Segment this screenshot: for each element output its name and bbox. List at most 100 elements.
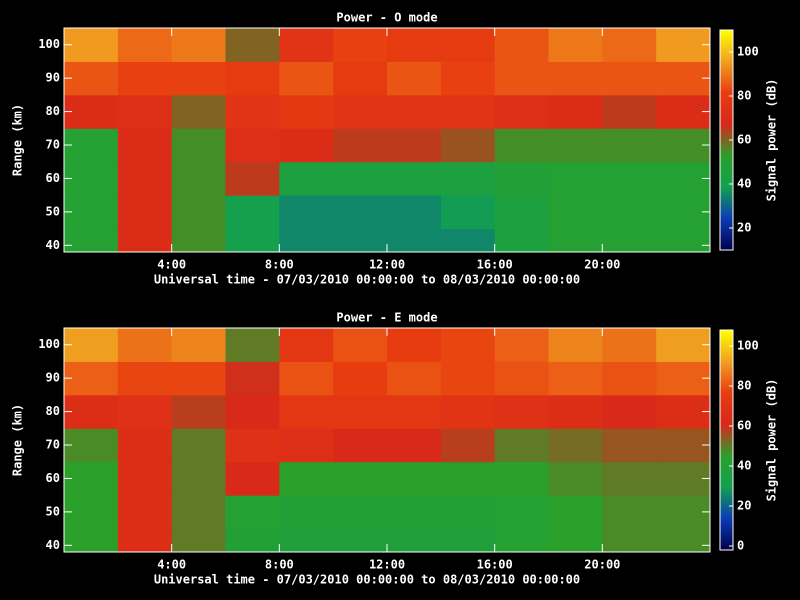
heatmap-cell	[333, 195, 388, 230]
heatmap-cell	[548, 28, 603, 62]
heatmap-cell	[333, 428, 388, 463]
heatmap-cell	[440, 461, 496, 496]
heatmap-cell	[333, 161, 388, 196]
heatmap-cell	[279, 228, 334, 253]
heatmap-cell	[171, 361, 226, 396]
heatmap-cell	[333, 528, 388, 553]
heatmap-cell	[602, 328, 657, 362]
heatmap-cell	[494, 428, 549, 463]
heatmap-cell	[333, 328, 388, 362]
heatmap-cell	[279, 28, 334, 62]
heatmap-cell	[64, 161, 119, 196]
x-tick-label: 12:00	[369, 558, 405, 572]
y-tick-label: 80	[46, 104, 60, 118]
heatmap-cell	[117, 495, 173, 530]
heatmap-cell	[333, 394, 388, 429]
heatmap-cell	[171, 28, 226, 62]
heatmap-cell	[387, 28, 442, 62]
heatmap-cell	[279, 528, 334, 553]
heatmap-cell	[117, 428, 173, 463]
heatmap-cell	[440, 328, 496, 362]
heatmap-cell	[494, 495, 549, 530]
heatmap-cell	[602, 61, 657, 96]
heatmap-cell	[279, 161, 334, 196]
heatmap-cell	[440, 94, 496, 129]
heatmap-cell	[494, 128, 549, 163]
y-axis-label: Range (km)	[11, 404, 25, 476]
heatmap-cell	[548, 128, 603, 163]
heatmap-cell	[171, 461, 226, 496]
heatmap-cell	[387, 495, 442, 530]
heatmap-cell	[64, 461, 119, 496]
heatmap-cell	[279, 394, 334, 429]
heatmap-cell	[64, 495, 119, 530]
x-tick-label: 4:00	[157, 558, 186, 572]
heatmap-cell	[225, 161, 280, 196]
heatmap-cell	[656, 328, 711, 362]
heatmap-cell	[117, 128, 173, 163]
heatmap-cell	[656, 394, 711, 429]
heatmap-cell	[494, 528, 549, 553]
heatmap-cell	[602, 394, 657, 429]
y-tick-label: 100	[38, 37, 60, 51]
heatmap-cell	[117, 461, 173, 496]
heatmap-cell	[225, 28, 280, 62]
heatmap-cell	[387, 361, 442, 396]
heatmap-cell	[656, 361, 711, 396]
heatmap-cell	[656, 228, 711, 253]
heatmap-cell	[548, 161, 603, 196]
y-tick-label: 60	[46, 471, 60, 485]
heatmap-cell	[225, 328, 280, 362]
heatmap-cell	[225, 361, 280, 396]
heatmap-cell	[171, 495, 226, 530]
colorbar-tick-label: 40	[737, 459, 751, 473]
heatmap-cell	[602, 428, 657, 463]
heatmap-cell	[333, 28, 388, 62]
x-tick-label: 20:00	[584, 258, 620, 272]
heatmap-cell	[440, 394, 496, 429]
heatmap-cell	[64, 28, 119, 62]
x-tick-label: 4:00	[157, 258, 186, 272]
heatmap-cell	[602, 528, 657, 553]
heatmap-cell	[387, 428, 442, 463]
heatmap-cell	[602, 28, 657, 62]
y-tick-label: 90	[46, 71, 60, 85]
heatmap-cell	[440, 528, 496, 553]
heatmap-cell	[656, 495, 711, 530]
x-tick-label: 16:00	[477, 558, 513, 572]
heatmap-cell	[225, 461, 280, 496]
heatmap-cell	[656, 528, 711, 553]
heatmap-cell	[387, 528, 442, 553]
y-tick-label: 40	[46, 238, 60, 252]
heatmap-cell	[225, 128, 280, 163]
heatmap-cell	[602, 228, 657, 253]
colorbar-tick-label: 100	[737, 339, 759, 353]
heatmap-cell	[279, 461, 334, 496]
heatmap-cell	[602, 195, 657, 230]
colorbar-tick-label: 40	[737, 177, 751, 191]
heatmap-cell	[171, 428, 226, 463]
y-tick-label: 40	[46, 538, 60, 552]
heatmap-cell	[656, 28, 711, 62]
heatmap-cell	[64, 61, 119, 96]
heatmap-cell	[333, 228, 388, 253]
heatmap-cell	[494, 61, 549, 96]
heatmap-cell	[225, 394, 280, 429]
heatmap-cell	[171, 94, 226, 129]
heatmap-cell	[602, 94, 657, 129]
heatmap-cell	[64, 394, 119, 429]
y-tick-label: 70	[46, 138, 60, 152]
heatmap-cell	[548, 94, 603, 129]
heatmap-cell	[64, 528, 119, 553]
heatmap-cell	[548, 461, 603, 496]
x-axis-label: Universal time - 07/03/2010 00:00:00 to …	[154, 573, 580, 587]
heatmap-cell	[548, 495, 603, 530]
heatmap-cell	[117, 61, 173, 96]
heatmap-cell	[117, 161, 173, 196]
heatmap-cell	[64, 328, 119, 362]
heatmap-cell	[602, 128, 657, 163]
heatmap-cell	[279, 61, 334, 96]
heatmap-cell	[548, 195, 603, 230]
heatmap-cell	[440, 161, 496, 196]
